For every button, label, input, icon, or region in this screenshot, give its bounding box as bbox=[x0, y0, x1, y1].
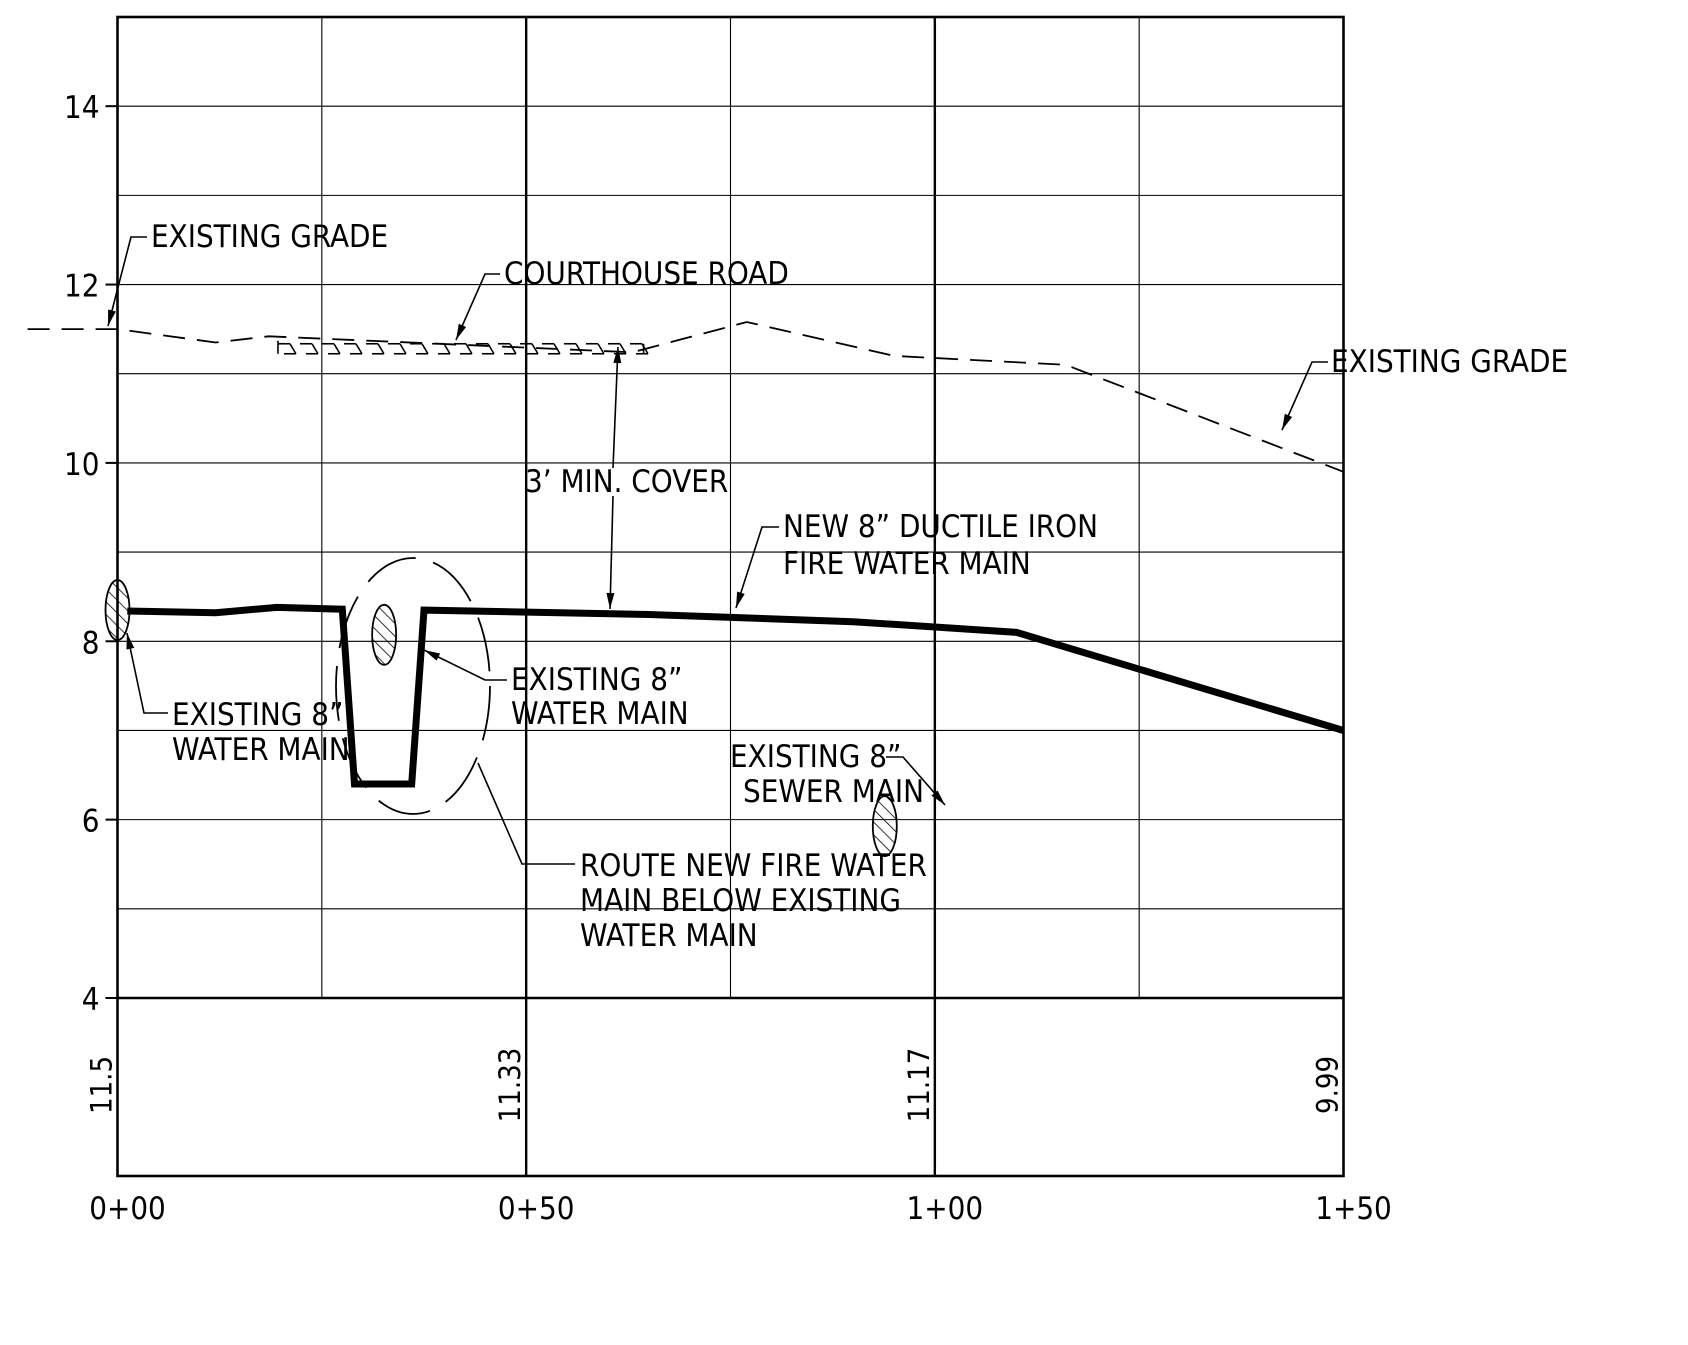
courthouse-road-pavement bbox=[277, 340, 649, 355]
leader-sewer-main-arrowhead bbox=[931, 790, 945, 805]
label-route-line3: WATER MAIN bbox=[580, 918, 758, 954]
leader-existing-grade-right-arrowhead bbox=[1282, 413, 1293, 430]
road-hatch-slash bbox=[509, 343, 517, 355]
road-hatch-slash bbox=[575, 343, 583, 355]
leader-new-main-arrowhead bbox=[736, 591, 745, 608]
road-hatch-slash bbox=[311, 343, 319, 355]
label-courthouse-road: COURTHOUSE ROAD bbox=[504, 256, 789, 292]
x-tick-label: 1+50 bbox=[1315, 1191, 1392, 1227]
label-sewer-main-line1: EXISTING 8” bbox=[730, 739, 901, 775]
leader-water-main-left bbox=[126, 632, 168, 714]
leader-courthouse-road-arrowhead bbox=[456, 323, 467, 340]
grade-elevation-label: 11.17 bbox=[902, 1048, 936, 1123]
leader-existing-grade-left-arrowhead bbox=[108, 309, 116, 326]
leader-min-cover-down-arrowhead bbox=[606, 592, 615, 609]
label-sewer-main-line2: SEWER MAIN bbox=[743, 774, 924, 810]
grade-elevation-label: 11.33 bbox=[493, 1048, 527, 1123]
road-hatch-slash bbox=[465, 343, 473, 355]
leader-min-cover-up-arrowhead bbox=[613, 347, 622, 364]
leader-existing-grade-left bbox=[107, 236, 147, 327]
crossing-detail-ellipse bbox=[335, 557, 491, 815]
road-hatch-slash bbox=[289, 343, 297, 355]
leader-water-main-center bbox=[423, 649, 507, 681]
grade-elevation-label: 9.99 bbox=[1311, 1056, 1345, 1114]
y-tick-label: 4 bbox=[82, 982, 100, 1018]
axis-labels: 4 6 8 10 12 14 0+00 0+50 1+00 1+50 11.5 11.33 11.17 9… bbox=[64, 90, 1392, 1227]
leader-water-main-center-arrowhead bbox=[424, 650, 441, 661]
existing-grade-line bbox=[27, 321, 1344, 473]
y-tick-label: 14 bbox=[64, 90, 99, 126]
existing-sewer-main-section bbox=[871, 795, 898, 857]
leader-lines bbox=[107, 236, 1328, 865]
road-hatch-slash bbox=[443, 343, 451, 355]
y-tick-label: 6 bbox=[82, 804, 100, 840]
label-route-line2: MAIN BELOW EXISTING bbox=[580, 883, 901, 919]
leader-sewer-main bbox=[886, 756, 946, 806]
label-existing-grade-left: EXISTING GRADE bbox=[151, 219, 388, 255]
road-hatch-slash bbox=[641, 343, 649, 355]
leader-existing-grade-right bbox=[1281, 361, 1328, 431]
road-hatch-slash bbox=[355, 343, 363, 355]
label-water-main-center-line2: WATER MAIN bbox=[511, 696, 689, 732]
road-hatch-slash bbox=[333, 343, 341, 355]
road-hatch-slash bbox=[553, 343, 561, 355]
road-hatch-slash bbox=[619, 343, 627, 355]
label-new-main-line1: NEW 8” DUCTILE IRON bbox=[783, 509, 1098, 545]
leader-new-main bbox=[735, 526, 779, 609]
road-hatch-slash bbox=[421, 343, 429, 355]
y-tick-label: 10 bbox=[64, 447, 99, 483]
road-hatch-slash bbox=[597, 343, 605, 355]
leader-min-cover-down bbox=[609, 495, 614, 610]
grid bbox=[105, 15, 1345, 1178]
label-min-cover: 3’ MIN. COVER bbox=[525, 464, 728, 500]
x-tick-label: 0+00 bbox=[89, 1191, 166, 1227]
label-water-main-left-line2: WATER MAIN bbox=[172, 732, 350, 768]
label-new-main-line2: FIRE WATER MAIN bbox=[783, 546, 1031, 582]
y-tick-label: 12 bbox=[64, 269, 99, 305]
leader-route bbox=[477, 762, 575, 865]
leader-water-main-left-arrowhead bbox=[126, 633, 135, 650]
y-tick-label: 8 bbox=[82, 625, 100, 661]
existing-water-main-center-section bbox=[371, 603, 398, 666]
label-existing-grade-right: EXISTING GRADE bbox=[1331, 344, 1568, 380]
x-tick-label: 0+50 bbox=[498, 1191, 575, 1227]
road-hatch-slash bbox=[377, 343, 385, 355]
x-tick-label: 1+00 bbox=[907, 1191, 984, 1227]
label-route-line1: ROUTE NEW FIRE WATER bbox=[580, 848, 927, 884]
label-water-main-left-line1: EXISTING 8” bbox=[172, 697, 343, 733]
label-water-main-center-line1: EXISTING 8” bbox=[511, 662, 682, 698]
new-fire-water-main bbox=[127, 603, 1345, 788]
road-hatch-slash bbox=[487, 343, 495, 355]
annotations: EXISTING GRADE COURTHOUSE ROAD EXISTING … bbox=[151, 219, 1568, 954]
existing-water-main-left-section bbox=[104, 579, 131, 641]
road-hatch-slash bbox=[531, 343, 539, 355]
leader-courthouse-road bbox=[455, 273, 500, 341]
leader-min-cover-up bbox=[612, 346, 619, 469]
road-hatch-slash bbox=[399, 343, 407, 355]
grade-elevation-label: 11.5 bbox=[85, 1056, 119, 1114]
